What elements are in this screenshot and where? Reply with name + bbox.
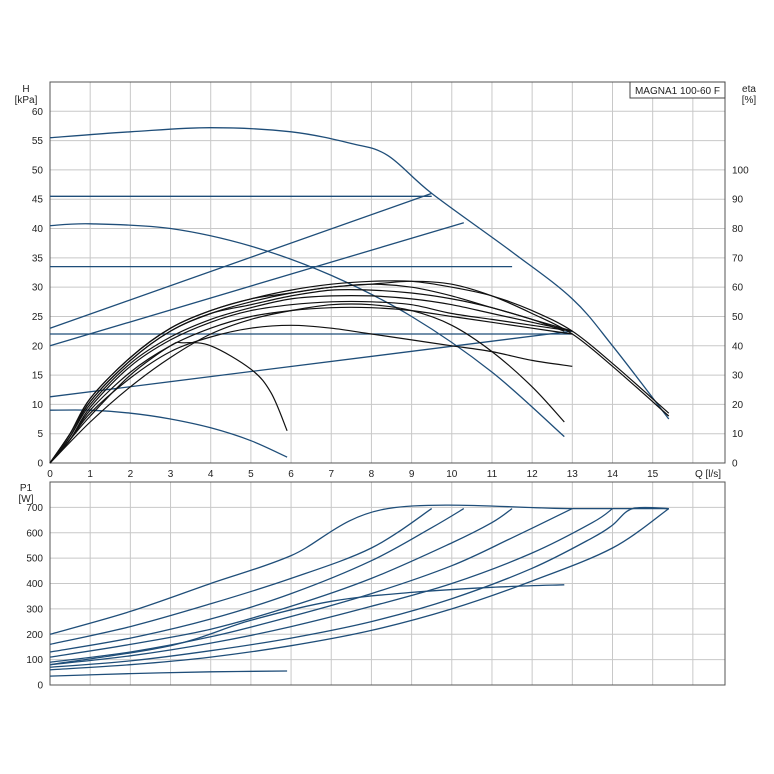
x-tick-label: 5 [248, 469, 254, 480]
y-tick-label: 15 [32, 371, 44, 382]
x-tick-label: 2 [128, 469, 134, 480]
x-tick-label: 0 [47, 469, 53, 480]
hq-curves [49, 127, 670, 458]
bottom-plot-grid [50, 481, 725, 685]
y2-tick-label: 100 [732, 165, 749, 176]
y-tick-label: 35 [32, 253, 44, 264]
y2-tick-label: 10 [732, 429, 744, 440]
x-tick-label: 6 [288, 469, 294, 480]
x-tick-label: 8 [369, 469, 375, 480]
y-axis-unit: [kPa] [15, 95, 38, 106]
top-plot-grid [50, 81, 725, 463]
x-tick-label: 4 [208, 469, 214, 480]
top-plot-frame [49, 81, 726, 464]
hq-curve [49, 223, 565, 438]
y2-tick-labels: 0 10 20 30 40 50 60 70 80 90 100 [732, 165, 749, 469]
p1-tick-label: 600 [26, 528, 43, 539]
efficiency-curve [49, 295, 573, 464]
p1-axis-title: P1 [20, 483, 33, 494]
efficiency-curve [49, 306, 573, 464]
y-tick-label: 40 [32, 224, 44, 235]
power-curve [49, 506, 669, 668]
y-axis-title: H [22, 84, 29, 95]
y-tick-label: 30 [32, 283, 44, 294]
x-tick-label: 1 [87, 469, 93, 480]
x-tick-label: 12 [527, 469, 539, 480]
y-tick-labels: 0 5 10 15 20 25 30 35 40 45 50 55 60 [32, 107, 44, 470]
x-tick-label: 10 [446, 469, 458, 480]
x-tick-label: 11 [487, 469, 498, 480]
efficiency-curve [49, 288, 573, 464]
x-tick-label: 3 [168, 469, 174, 480]
x-tick-labels: 0 1 2 3 4 5 6 7 8 9 10 11 12 13 14 15 [47, 469, 658, 480]
p1-axis-unit: [W] [19, 494, 34, 505]
efficiency-curve [49, 303, 565, 464]
y2-axis-title: eta [742, 84, 756, 95]
power-curve [49, 584, 565, 666]
y2-axis-unit: [%] [742, 95, 757, 106]
hq-curve [49, 330, 573, 398]
p1-tick-label: 400 [26, 579, 43, 590]
y2-tick-label: 80 [732, 224, 744, 235]
x-tick-label: 7 [328, 469, 334, 480]
p1-tick-label: 500 [26, 554, 43, 565]
y-tick-label: 60 [32, 107, 44, 118]
y-tick-label: 0 [37, 459, 43, 470]
y-tick-label: 50 [32, 165, 44, 176]
y-tick-label: 25 [32, 312, 44, 323]
y2-tick-label: 50 [732, 312, 744, 323]
bottom-plot-frame [49, 481, 726, 686]
y-tick-label: 20 [32, 341, 44, 352]
model-label-box [629, 81, 726, 99]
hq-curve [49, 222, 464, 347]
power-curves [49, 504, 670, 677]
y2-tick-label: 20 [732, 400, 744, 411]
y2-tick-label: 40 [732, 341, 744, 352]
power-curve [49, 508, 613, 666]
power-curve [49, 508, 573, 663]
y2-tick-label: 90 [732, 195, 744, 206]
power-curve [49, 504, 669, 635]
p1-tick-label: 700 [26, 503, 43, 514]
y-tick-label: 45 [32, 195, 44, 206]
x-tick-label: 13 [567, 469, 579, 480]
efficiency-curve [49, 280, 670, 464]
x-tick-label: 14 [607, 469, 619, 480]
hq-curve [49, 192, 432, 329]
power-curve [49, 670, 288, 677]
efficiency-curve [49, 324, 573, 464]
efficiency-curve [49, 300, 573, 464]
hq-curve [49, 127, 670, 420]
x-tick-label: 15 [647, 469, 659, 480]
power-curve [49, 508, 513, 658]
p1-tick-label: 200 [26, 630, 43, 641]
x-tick-label: 9 [409, 469, 415, 480]
y-tick-label: 5 [37, 429, 43, 440]
efficiency-curve [49, 280, 670, 464]
p1-tick-label: 100 [26, 655, 43, 666]
y2-tick-label: 60 [732, 283, 744, 294]
efficiency-curve [49, 341, 288, 464]
x-axis-title: Q [l/s] [695, 469, 721, 480]
y2-tick-label: 0 [732, 459, 738, 470]
efficiency-curve [49, 283, 565, 464]
power-curve [49, 508, 433, 646]
p1-tick-labels: 0 100 200 300 400 500 600 700 [26, 503, 43, 692]
y-tick-label: 55 [32, 136, 44, 147]
power-curve [49, 508, 465, 653]
y-tick-label: 10 [32, 400, 44, 411]
y2-tick-label: 70 [732, 253, 744, 264]
efficiency-curves [49, 280, 670, 464]
y2-tick-label: 30 [732, 371, 744, 382]
p1-tick-label: 0 [37, 681, 43, 692]
p1-tick-label: 300 [26, 604, 43, 615]
power-curve [49, 508, 670, 671]
model-label: MAGNA1 100-60 F [635, 86, 720, 97]
